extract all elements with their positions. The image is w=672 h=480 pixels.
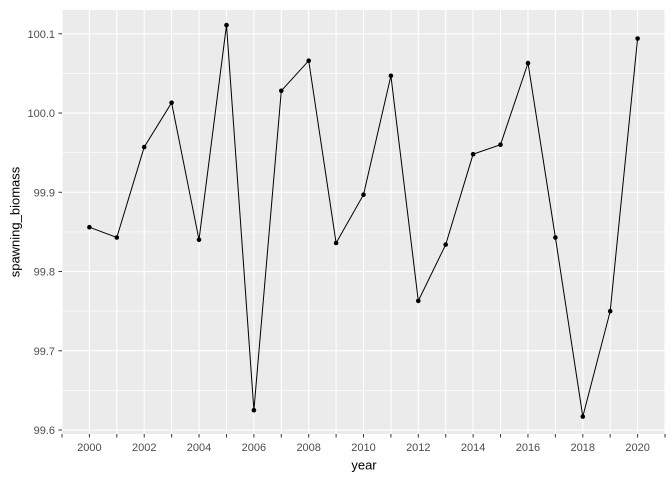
data-point bbox=[580, 414, 586, 419]
x-tick-label: 2020 bbox=[625, 442, 649, 454]
data-point bbox=[470, 151, 476, 157]
data-point bbox=[443, 242, 449, 247]
y-tick-label: 99.7 bbox=[34, 346, 55, 358]
data-point bbox=[196, 237, 202, 243]
x-tick-label: 2008 bbox=[296, 442, 320, 454]
data-point bbox=[279, 88, 284, 94]
data-point bbox=[498, 142, 503, 147]
x-axis-title: year bbox=[351, 457, 377, 473]
y-axis-title: spawning_biomass bbox=[7, 166, 23, 278]
data-point bbox=[333, 240, 339, 246]
data-point bbox=[416, 298, 421, 304]
data-point bbox=[251, 407, 257, 413]
data-point bbox=[607, 308, 613, 314]
y-tick-label: 99.6 bbox=[34, 425, 55, 437]
data-point bbox=[553, 235, 558, 240]
data-point bbox=[114, 235, 120, 240]
data-point bbox=[388, 73, 394, 79]
data-point bbox=[224, 22, 229, 28]
y-tick-label: 100.0 bbox=[27, 108, 55, 120]
y-tick-label: 99.8 bbox=[34, 267, 55, 279]
x-tick-label: 2016 bbox=[516, 442, 540, 454]
data-point bbox=[306, 58, 312, 63]
y-tick-label: 99.9 bbox=[34, 187, 55, 199]
data-point bbox=[87, 224, 92, 230]
data-point bbox=[141, 144, 147, 150]
x-tick-label: 2014 bbox=[461, 442, 485, 454]
data-point bbox=[361, 192, 366, 197]
data-point bbox=[525, 60, 531, 66]
x-tick-label: 2000 bbox=[77, 442, 101, 454]
data-point bbox=[169, 100, 174, 105]
x-tick-label: 2010 bbox=[351, 442, 375, 454]
x-tick-label: 2006 bbox=[242, 442, 266, 454]
x-tick-label: 2002 bbox=[132, 442, 156, 454]
x-tick-label: 2018 bbox=[571, 442, 595, 454]
x-tick-label: 2012 bbox=[406, 442, 430, 454]
x-tick-label: 2004 bbox=[187, 442, 211, 454]
y-tick-label: 100.1 bbox=[27, 29, 55, 41]
data-point bbox=[635, 36, 640, 41]
